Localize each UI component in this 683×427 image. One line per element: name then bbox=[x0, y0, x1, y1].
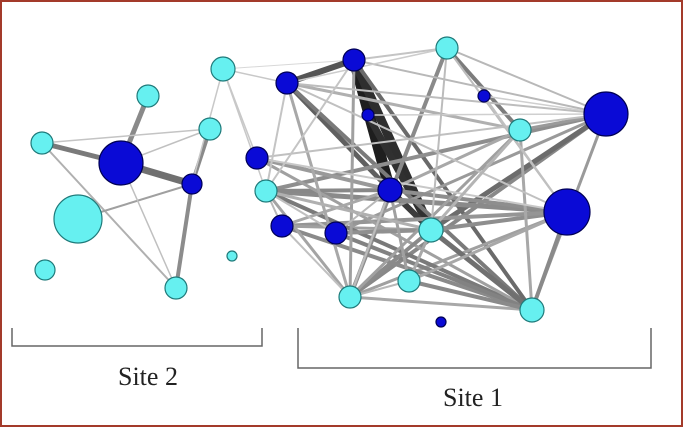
node-n2 bbox=[342, 48, 366, 72]
edge-n9-n16 bbox=[264, 189, 352, 299]
edge-n2-n5 bbox=[353, 59, 607, 115]
edge-n8-n17 bbox=[255, 156, 534, 312]
node-n18 bbox=[435, 316, 447, 328]
edge-s2i-n2 bbox=[222, 59, 355, 70]
node-s2d bbox=[98, 140, 144, 186]
edge-n1-n2 bbox=[284, 57, 357, 86]
node-n12 bbox=[270, 214, 294, 238]
node-n14 bbox=[418, 217, 444, 243]
node-s2c bbox=[198, 117, 222, 141]
edge-n3-n14 bbox=[430, 47, 448, 231]
edge-n1-n16 bbox=[285, 81, 352, 299]
edge-n3-n5 bbox=[446, 47, 607, 115]
edge-n9-n14 bbox=[264, 189, 433, 232]
edge-n6-n5 bbox=[367, 113, 607, 116]
node-n13 bbox=[324, 221, 348, 245]
edge-n4-n11 bbox=[483, 95, 568, 213]
node-n7 bbox=[508, 118, 532, 142]
node-n8 bbox=[245, 146, 269, 170]
edge-n1-n7 bbox=[285, 81, 522, 132]
edge-n1-n17 bbox=[285, 81, 534, 312]
site1-bracket bbox=[297, 328, 652, 369]
edge-n3-n7 bbox=[445, 46, 522, 132]
node-s2f bbox=[53, 194, 103, 244]
nodes-group bbox=[30, 36, 629, 328]
edge-n1-n3 bbox=[286, 47, 448, 84]
edge-n1-n5 bbox=[286, 82, 607, 115]
node-n17 bbox=[519, 297, 545, 323]
edge-n9-n10 bbox=[264, 188, 392, 193]
edge-s2e-s2h bbox=[174, 182, 194, 290]
node-n11 bbox=[543, 188, 591, 236]
edge-n12-n16 bbox=[281, 225, 351, 298]
site1-label: Site 1 bbox=[443, 383, 503, 412]
edge-n16-n10 bbox=[349, 189, 391, 298]
edges-group bbox=[39, 46, 609, 313]
edge-n15-n17 bbox=[407, 279, 534, 312]
site2-bracket bbox=[11, 328, 263, 347]
edge-n2-n16 bbox=[348, 58, 356, 299]
edge-n7-n17 bbox=[518, 128, 534, 312]
node-s2g bbox=[34, 259, 56, 281]
edge-n8-n5 bbox=[256, 113, 607, 159]
node-n1 bbox=[275, 71, 299, 95]
node-s2h bbox=[164, 276, 188, 300]
edge-n1-n11 bbox=[286, 82, 568, 213]
edge-n8-n11 bbox=[256, 157, 568, 213]
edge-n14-n17 bbox=[428, 227, 535, 313]
node-s2b bbox=[30, 131, 54, 155]
node-n4 bbox=[477, 89, 491, 103]
node-n16 bbox=[338, 285, 362, 309]
edge-n13-n9 bbox=[265, 190, 337, 234]
edge-n1-n9 bbox=[265, 82, 288, 192]
edge-n8-n10 bbox=[255, 156, 392, 192]
node-n10 bbox=[377, 177, 403, 203]
edge-n5-n14 bbox=[428, 111, 609, 233]
node-s2a bbox=[136, 84, 160, 108]
node-n5 bbox=[583, 91, 629, 137]
edge-n11-n10 bbox=[388, 188, 569, 214]
edge-n15-n11 bbox=[407, 210, 569, 283]
edge-s2d-s2h bbox=[120, 162, 177, 289]
edge-n7-n16 bbox=[348, 128, 522, 299]
node-s2i bbox=[210, 56, 236, 82]
node-n9 bbox=[254, 179, 278, 203]
edge-n7-n14 bbox=[429, 128, 522, 232]
edge-n16-n17 bbox=[348, 295, 534, 312]
node-n6 bbox=[361, 108, 375, 122]
edge-n2-n3 bbox=[353, 47, 448, 61]
edge-s2b-s2h bbox=[41, 142, 177, 289]
node-n3 bbox=[435, 36, 459, 60]
edge-s2b-s2c bbox=[41, 128, 211, 144]
edge-s2i-n9 bbox=[222, 68, 267, 192]
edge-n11-n9 bbox=[263, 188, 570, 215]
node-s2e bbox=[181, 173, 203, 195]
edge-n15-n10 bbox=[388, 188, 411, 283]
site2-label: Site 2 bbox=[118, 362, 178, 391]
edge-n2-n9 bbox=[265, 59, 355, 192]
node-n15 bbox=[397, 269, 421, 293]
node-iso bbox=[226, 250, 238, 262]
